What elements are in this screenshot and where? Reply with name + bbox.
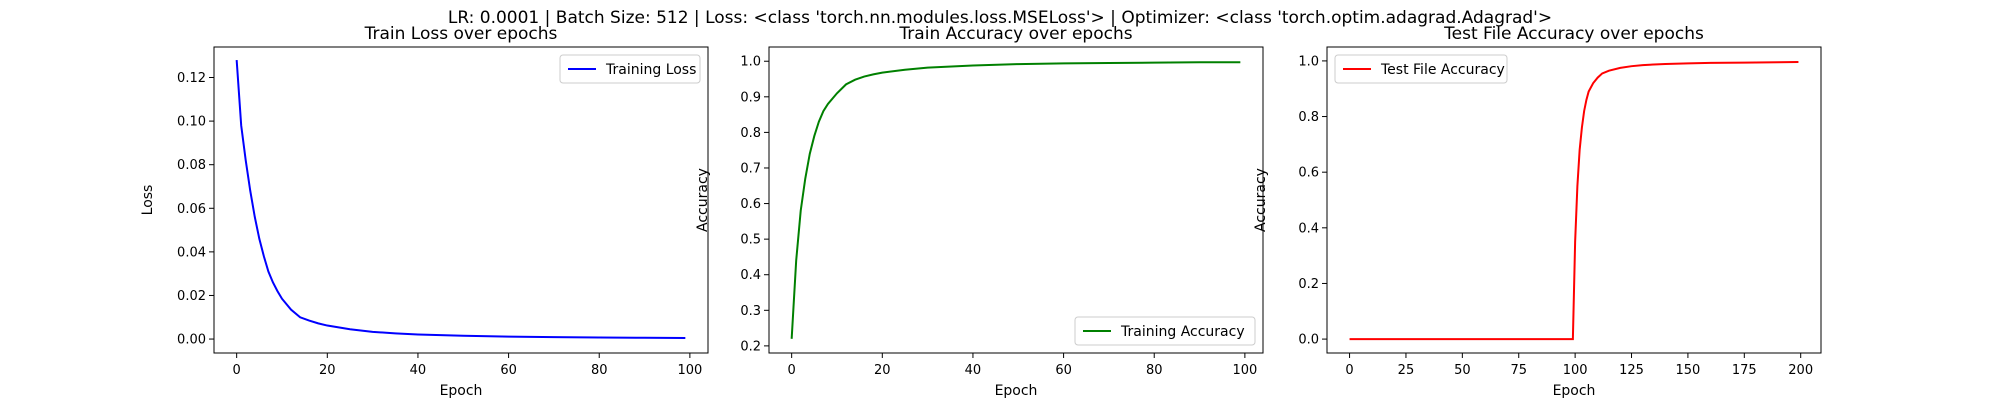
y-tick-label: 1.0: [740, 55, 761, 70]
x-axis-label: Epoch: [1553, 383, 1596, 399]
y-tick-label: 0.3: [740, 304, 761, 319]
x-tick-label: 0: [233, 363, 241, 378]
x-tick-label: 40: [410, 363, 427, 378]
legend-entry-label: Training Loss: [605, 62, 696, 78]
legend-box: [1334, 54, 1508, 84]
y-tick-label: 0.8: [740, 126, 761, 141]
y-tick-label: 0.6: [1298, 166, 1319, 181]
y-tick-label: 0.4: [1298, 221, 1319, 236]
y-tick-label: 1.0: [1298, 54, 1319, 69]
legend-entry-label: Test File Accuracy: [1380, 62, 1505, 78]
legend-box: [559, 54, 701, 84]
x-tick-label: 100: [677, 363, 702, 378]
series-line-training-accuracy: [790, 61, 1241, 339]
x-axis-label: Epoch: [440, 383, 483, 399]
x-tick-label: 25: [1398, 363, 1415, 378]
legend: Training Accuracy: [1074, 316, 1256, 346]
y-tick-label: 0.0: [1298, 333, 1319, 348]
x-tick-label: 100: [1563, 363, 1588, 378]
legend-box: [1074, 316, 1256, 346]
x-axis-label: Epoch: [995, 383, 1038, 399]
legend: Test File Accuracy: [1334, 54, 1508, 84]
subplot-3: Test File Accuracy over epochs 0 25 50 75 100…: [1253, 24, 1822, 399]
y-tick-label: 0.10: [177, 115, 206, 130]
y-tick-label: 0.02: [177, 289, 206, 304]
y-tick-label: 0.7: [740, 161, 761, 176]
x-tick-label: 20: [319, 363, 336, 378]
x-tick-label: 40: [965, 363, 982, 378]
y-tick-label: 0.5: [740, 233, 761, 248]
x-tick-label: 75: [1510, 363, 1527, 378]
series-line-test-file-accuracy: [1349, 61, 1799, 341]
subplot-title: Train Accuracy over epochs: [898, 24, 1132, 44]
series-line-training-loss: [235, 60, 686, 339]
x-tick-label: 0: [788, 363, 796, 378]
x-tick-label: 80: [591, 363, 608, 378]
y-axis-label: Accuracy: [695, 168, 711, 232]
x-tick-label: 125: [1619, 363, 1644, 378]
x-tick-label: 0: [1345, 363, 1353, 378]
axes-frame: [1326, 46, 1822, 354]
x-tick-label: 100: [1232, 363, 1257, 378]
subplot-1: Train Loss over epochs 0 20 40 60 80 100 0.00 0.…: [140, 24, 709, 399]
y-tick-label: 0.04: [177, 245, 206, 260]
axes-frame: [213, 46, 709, 354]
y-tick-label: 0.2: [1298, 277, 1319, 292]
subplot-title: Test File Accuracy over epochs: [1443, 24, 1704, 44]
x-tick-label: 60: [1055, 363, 1072, 378]
y-tick-label: 0.9: [740, 90, 761, 105]
y-axis-label: Accuracy: [1253, 168, 1269, 232]
y-tick-label: 0.08: [177, 158, 206, 173]
x-tick-label: 60: [500, 363, 517, 378]
legend-entry-label: Training Accuracy: [1120, 324, 1245, 340]
x-tick-label: 200: [1788, 363, 1813, 378]
y-tick-label: 0.00: [177, 333, 206, 348]
x-tick-label: 20: [874, 363, 891, 378]
y-tick-label: 0.6: [740, 197, 761, 212]
y-tick-label: 0.2: [740, 339, 761, 354]
x-tick-label: 175: [1732, 363, 1757, 378]
y-tick-label: 0.12: [177, 71, 206, 86]
figure-suptitle: LR: 0.0001 | Batch Size: 512 | Loss: <cl…: [448, 8, 1552, 28]
y-tick-label: 0.4: [740, 268, 761, 283]
subplot-title: Train Loss over epochs: [364, 24, 558, 44]
y-axis-label: Loss: [140, 185, 156, 216]
x-tick-label: 50: [1454, 363, 1471, 378]
subplot-2: Train Accuracy over epochs 0 20 40 60 80 100 0.…: [695, 24, 1264, 399]
legend: Training Loss: [559, 54, 701, 84]
x-tick-label: 80: [1146, 363, 1163, 378]
y-tick-label: 0.06: [177, 202, 206, 217]
x-tick-label: 150: [1675, 363, 1700, 378]
axes-frame: [768, 46, 1264, 354]
y-tick-label: 0.8: [1298, 110, 1319, 125]
